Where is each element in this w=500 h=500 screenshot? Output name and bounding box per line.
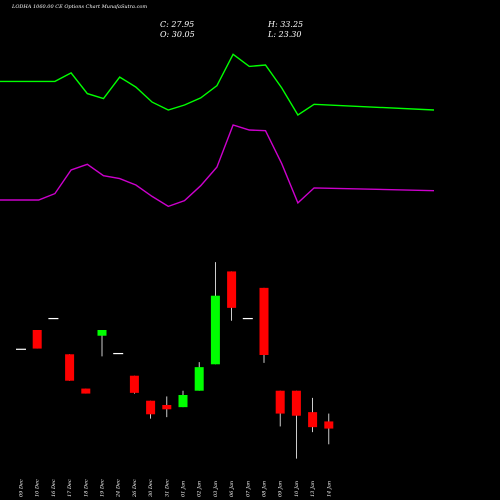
x-tick-label: 31 Dec [164, 479, 170, 497]
candle-body-up [194, 367, 204, 391]
candle-body-down [275, 390, 285, 414]
x-tick-label: 24 Dec [116, 479, 122, 498]
x-tick-label: 01 Jan [181, 481, 187, 497]
candle-body-down [146, 400, 156, 415]
x-tick-label: 07 Jan [245, 481, 251, 497]
x-tick-label: 14 Jan [326, 481, 332, 497]
x-tick-label: 09 Jan [278, 481, 284, 497]
x-tick-label: 02 Jan [197, 481, 203, 497]
x-tick-label: 03 Jan [213, 481, 219, 497]
lower-band-line [0, 124, 435, 208]
candle-body-down [291, 390, 301, 416]
x-tick-label: 06 Jan [229, 481, 235, 497]
candle-body-down [162, 405, 172, 410]
x-tick-label: 18 Dec [83, 479, 89, 497]
high-readout: H: 33.25 [268, 20, 304, 29]
close-readout: C: 27.95 [160, 20, 195, 29]
candle-body-down [65, 354, 75, 381]
candle-body-down [324, 421, 334, 429]
candle-body-down [32, 330, 42, 349]
candle-body-up [97, 330, 107, 336]
x-tick-label: 17 Dec [67, 479, 73, 497]
open-readout: O: 30.05 [160, 30, 195, 39]
chart-title: LODHA 1060.00 CE Options Chart MunafaSut… [12, 4, 148, 10]
x-tick-label: 10 Dec [35, 479, 41, 497]
candle-body-down [81, 388, 91, 394]
candle-body-down [227, 271, 237, 308]
x-tick-label: 09 Dec [19, 479, 25, 497]
candle-body-down [308, 412, 318, 428]
low-readout: L: 23.30 [268, 30, 302, 39]
x-tick-label: 30 Dec [148, 479, 154, 497]
candle-body-down [259, 287, 269, 355]
x-tick-label: 08 Jan [262, 481, 268, 497]
candle-body-up [178, 395, 188, 408]
x-tick-label: 26 Dec [132, 479, 138, 498]
x-tick-label: 10 Jan [294, 481, 300, 497]
x-tick-label: 16 Dec [51, 479, 57, 497]
upper-band-line [0, 53, 435, 116]
x-tick-label: 19 Dec [100, 479, 106, 497]
candle-body-down [129, 375, 139, 393]
x-tick-label: 13 Jan [310, 481, 316, 497]
candle-body-up [210, 295, 220, 365]
